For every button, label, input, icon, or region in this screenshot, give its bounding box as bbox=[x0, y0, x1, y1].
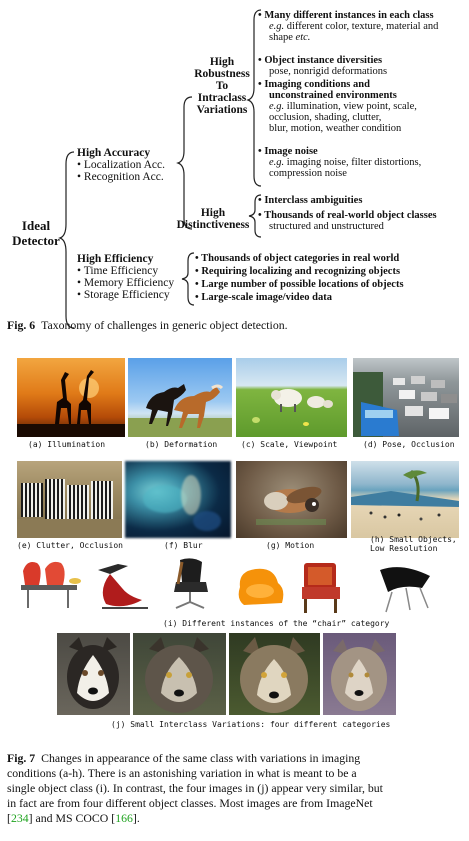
photo-motion bbox=[236, 461, 347, 538]
root-node: Ideal Detector bbox=[11, 218, 61, 248]
robust-item-4: • Image noise e.g. imaging noise, filter… bbox=[258, 146, 422, 179]
root-line-1: Ideal bbox=[21, 218, 51, 233]
efficiency-title: High Efficiency bbox=[77, 253, 154, 265]
caption-b: (b) Deformation bbox=[145, 440, 218, 449]
photo-small-objects bbox=[351, 461, 459, 538]
citation-link[interactable]: 234 bbox=[10, 811, 29, 825]
caption-h: (h) Small Objects, Low Resolution bbox=[370, 535, 457, 553]
caption-e: (e) Clutter, Occlusion bbox=[17, 541, 123, 550]
caption-f: (f) Blur bbox=[164, 541, 203, 550]
photo-deformation bbox=[128, 358, 232, 437]
efficiency-items: • Thousands of object categories in real… bbox=[195, 253, 404, 303]
robustness-node: High Robustness To Intraclass Variations bbox=[194, 56, 250, 116]
photo-category-3 bbox=[229, 633, 320, 715]
robust-item-2: • Object instance diversities pose, nonr… bbox=[258, 55, 388, 77]
photo-chair-2 bbox=[88, 560, 158, 618]
photo-scale-viewpoint bbox=[236, 358, 347, 437]
photo-chair-6 bbox=[372, 562, 442, 614]
distinct-items: • Interclass ambiguities • Thousands of … bbox=[258, 195, 437, 232]
photo-illumination bbox=[17, 358, 125, 437]
root-brace bbox=[58, 151, 75, 329]
fig6-caption: Fig. 6 Taxonomy of challenges in generic… bbox=[7, 318, 288, 332]
robust-item-3: • Imaging conditions and unconstrained e… bbox=[258, 79, 417, 134]
photo-category-2 bbox=[133, 633, 226, 715]
caption-i: (i) Different instances of the “chair” c… bbox=[163, 619, 390, 628]
accuracy-brace bbox=[176, 96, 193, 230]
photo-category-1 bbox=[57, 633, 130, 715]
robustness-brace bbox=[246, 9, 262, 187]
accuracy-node: High Accuracy • Localization Acc. • Reco… bbox=[77, 147, 165, 183]
photo-chair-4 bbox=[234, 563, 294, 613]
photo-category-4 bbox=[323, 633, 396, 715]
citation-link[interactable]: 166 bbox=[115, 811, 133, 825]
caption-c: (c) Scale, Viewpoint bbox=[241, 440, 338, 449]
caption-j: (j) Small Interclass Variations: four di… bbox=[111, 720, 391, 729]
efficiency-node: High Efficiency • Time Efficiency • Memo… bbox=[77, 253, 175, 301]
caption-g: (g) Motion bbox=[266, 541, 315, 550]
photo-chair-3 bbox=[162, 556, 232, 616]
caption-d: (d) Pose, Occlusion bbox=[363, 440, 455, 449]
photo-blur bbox=[125, 461, 231, 538]
accuracy-item: • Recognition Acc. bbox=[77, 171, 164, 183]
caption-a: (a) Illumination bbox=[28, 440, 106, 449]
photo-pose-occlusion bbox=[353, 358, 459, 437]
efficiency-brace bbox=[181, 252, 195, 306]
root-line-2: Detector bbox=[12, 233, 60, 248]
accuracy-title: High Accuracy bbox=[77, 147, 151, 159]
photo-chair-5 bbox=[296, 557, 348, 617]
photo-clutter-occlusion bbox=[17, 461, 122, 538]
distinctiveness-node: High Distinctiveness bbox=[176, 207, 250, 231]
fig7-caption: Fig. 7 Changes in appearance of the same… bbox=[7, 751, 383, 825]
robust-item-1: • Many different instances in each class… bbox=[258, 10, 439, 43]
photo-chair-1 bbox=[17, 557, 83, 615]
accuracy-item: • Localization Acc. bbox=[77, 159, 166, 171]
distinct-brace bbox=[248, 194, 262, 238]
